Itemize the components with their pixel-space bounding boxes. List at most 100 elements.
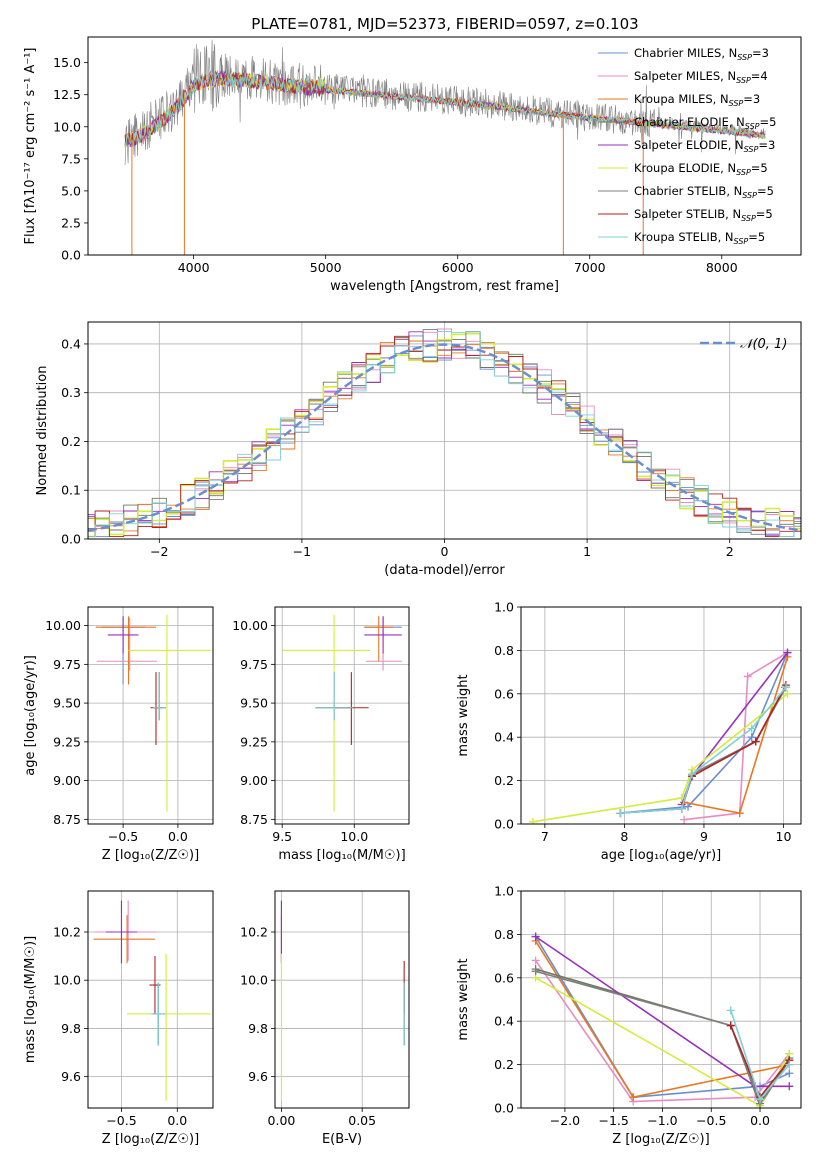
x-tick-label-2: 9 — [700, 829, 708, 844]
normal-curve — [88, 343, 801, 532]
x-tick-label-3: 1 — [583, 544, 591, 559]
x-tick-label-4: 2 — [726, 544, 734, 559]
hist-salpeter-elodie — [88, 331, 801, 536]
point-kroupa-miles — [93, 915, 155, 964]
marker-kroupa-stelib-3 — [747, 724, 756, 733]
y-tick-label-5: 1.0 — [494, 884, 514, 899]
marker-kroupa-stelib-4 — [781, 683, 790, 692]
x-axis-label: wavelength [Angstrom, rest frame] — [330, 279, 559, 294]
axes-frame — [87, 36, 802, 256]
y-tick-label-2: 10.0 — [53, 973, 81, 988]
x-axis-label: E(B-V) — [322, 1132, 362, 1147]
x-axis-label: age [log₁₀(age/yr)] — [601, 848, 722, 863]
figure-title: PLATE=0781, MJD=52373, FIBERID=0597, z=0… — [251, 15, 638, 33]
marker-salpeter-miles-0 — [531, 956, 540, 965]
y-tick-label-3: 7.5 — [61, 151, 81, 166]
point-kroupa-stelib — [315, 672, 353, 721]
y-tick-label-3: 0.3 — [61, 385, 81, 400]
chart-age-Z: −0.5 0.0 8.75 9.00 9.25 9.50 9.75 10.00 Z [log₁₀… — [23, 606, 214, 863]
x-tick-label-1: −1 — [293, 544, 311, 559]
axes-frame — [274, 606, 410, 825]
y-tick-label-3: 9.50 — [240, 696, 268, 711]
x-tick-label-2: −1.0 — [647, 1113, 677, 1128]
y-axis-label: mass [log₁₀(M/M☉)] — [23, 936, 38, 1063]
y-tick-label-4: 0.4 — [61, 336, 81, 351]
marker-kroupa-elodie-0 — [528, 817, 537, 824]
marker-salpeter-elodie-2 — [785, 1082, 794, 1091]
legend-label-normal: 𝒩(0, 1) — [740, 337, 787, 352]
y-tick-label-3: 10.2 — [240, 924, 268, 939]
y-tick-label-3: 10.2 — [53, 924, 81, 939]
x-tick-label-1: 8 — [620, 829, 628, 844]
chart-spectrum: 4000 5000 6000 7000 8000 0.0 2.5 5.0 7.5 10.0 12.5… — [23, 36, 802, 294]
y-tick-label-0: 8.75 — [240, 812, 268, 827]
axes-frame — [87, 890, 214, 1109]
chart-age-mass: 9.5 10.0 8.75 9.00 9.25 9.50 9.75 10.00 mass [lo… — [232, 606, 410, 863]
marker-kroupa-stelib-1 — [677, 804, 686, 813]
x-tick-label-1: −1.5 — [599, 1113, 629, 1128]
legend-label-salpeter-elodie: Salpeter ELODIE, NSSP=3 — [634, 138, 775, 154]
marker-kroupa-stelib-1 — [756, 1095, 765, 1104]
y-tick-label-5: 1.0 — [494, 600, 514, 615]
x-axis-label: mass [log₁₀(M/M☉)] — [278, 848, 405, 863]
x-tick-label-1: 5000 — [310, 260, 342, 275]
y-tick-label-5: 10.00 — [232, 618, 268, 633]
x-tick-label-0: −0.5 — [108, 829, 138, 844]
point-kroupa-stelib — [152, 672, 166, 721]
marker-salpeter-miles-2 — [743, 672, 752, 681]
line-salpeter-miles — [534, 959, 790, 1103]
y-tick-label-6: 15.0 — [53, 55, 81, 70]
plot-area — [88, 328, 801, 538]
plot-area — [531, 932, 794, 1108]
axes-frame — [520, 890, 802, 1109]
chart-mass-Z: −0.5 0.0 9.6 9.8 10.0 10.2 Z [log₁₀(Z/Z☉)] mass… — [23, 890, 214, 1147]
axes-frame — [274, 890, 410, 1109]
marker-kroupa-stelib-2 — [688, 770, 697, 779]
x-tick-label-4: 8000 — [706, 260, 738, 275]
x-tick-label-0: 7 — [541, 829, 549, 844]
legend-label-chabrier-elodie: Chabrier ELODIE, NSSP=5 — [634, 115, 776, 131]
y-tick-label-3: 0.6 — [494, 686, 514, 701]
y-tick-label-4: 9.75 — [240, 657, 268, 672]
axes-frame — [520, 606, 802, 825]
x-tick-label-1: 0.0 — [167, 1113, 187, 1128]
hist-kroupa-miles — [88, 340, 801, 532]
y-tick-label-2: 0.4 — [494, 730, 514, 745]
chart-mass-EBV: 0.00 0.05 9.6 9.8 10.0 10.2 E(B-V) — [240, 890, 410, 1147]
point-kroupa-elodie — [128, 614, 211, 812]
x-axis-label: Z [log₁₀(Z/Z☉)] — [102, 848, 199, 863]
marker-chabrier-miles-1 — [684, 802, 693, 811]
point-kroupa-miles — [364, 616, 394, 662]
marker-salpeter-stelib-2 — [751, 737, 760, 746]
hist-kroupa-elodie — [88, 332, 801, 538]
y-tick-label-2: 0.2 — [61, 434, 81, 449]
y-tick-label-2: 0.4 — [494, 1014, 514, 1029]
y-tick-label-1: 9.00 — [240, 773, 268, 788]
x-tick-label-1: 10.0 — [340, 829, 368, 844]
plot-area — [95, 614, 211, 812]
y-tick-label-0: 0.0 — [494, 817, 514, 832]
plot-area — [528, 648, 792, 824]
x-axis-label: Z [log₁₀(Z/Z☉)] — [102, 1132, 199, 1147]
y-tick-label-1: 0.2 — [494, 1057, 514, 1072]
y-tick-label-2: 9.25 — [53, 734, 81, 749]
x-tick-label-0: −2.0 — [550, 1113, 580, 1128]
marker-kroupa-elodie-3 — [783, 689, 792, 698]
legend-label-salpeter-miles: Salpeter MILES, NSSP=4 — [634, 69, 768, 85]
x-tick-label-0: −0.5 — [106, 1113, 136, 1128]
y-tick-label-5: 10.00 — [45, 618, 81, 633]
legend-label-kroupa-miles: Kroupa MILES, NSSP=3 — [634, 92, 760, 108]
marker-kroupa-miles-1 — [629, 1093, 638, 1102]
y-tick-label-4: 0.8 — [494, 927, 514, 942]
x-tick-label-0: −2 — [150, 544, 168, 559]
marker-kroupa-stelib-0 — [726, 1006, 735, 1015]
point-kroupa-elodie — [127, 953, 211, 1101]
line-salpeter-miles — [684, 651, 788, 821]
x-tick-label-4: 0.0 — [750, 1113, 770, 1128]
marker-kroupa-miles-1 — [735, 809, 744, 818]
x-tick-label-1: 0.05 — [348, 1113, 376, 1128]
legend: Chabrier MILES, NSSP=3 Salpeter MILES, NS… — [598, 46, 776, 246]
legend-label-chabrier-stelib: Chabrier STELIB, NSSP=5 — [634, 184, 774, 200]
hist-salpeter-stelib — [88, 335, 801, 538]
x-tick-label-3: −0.5 — [696, 1113, 726, 1128]
